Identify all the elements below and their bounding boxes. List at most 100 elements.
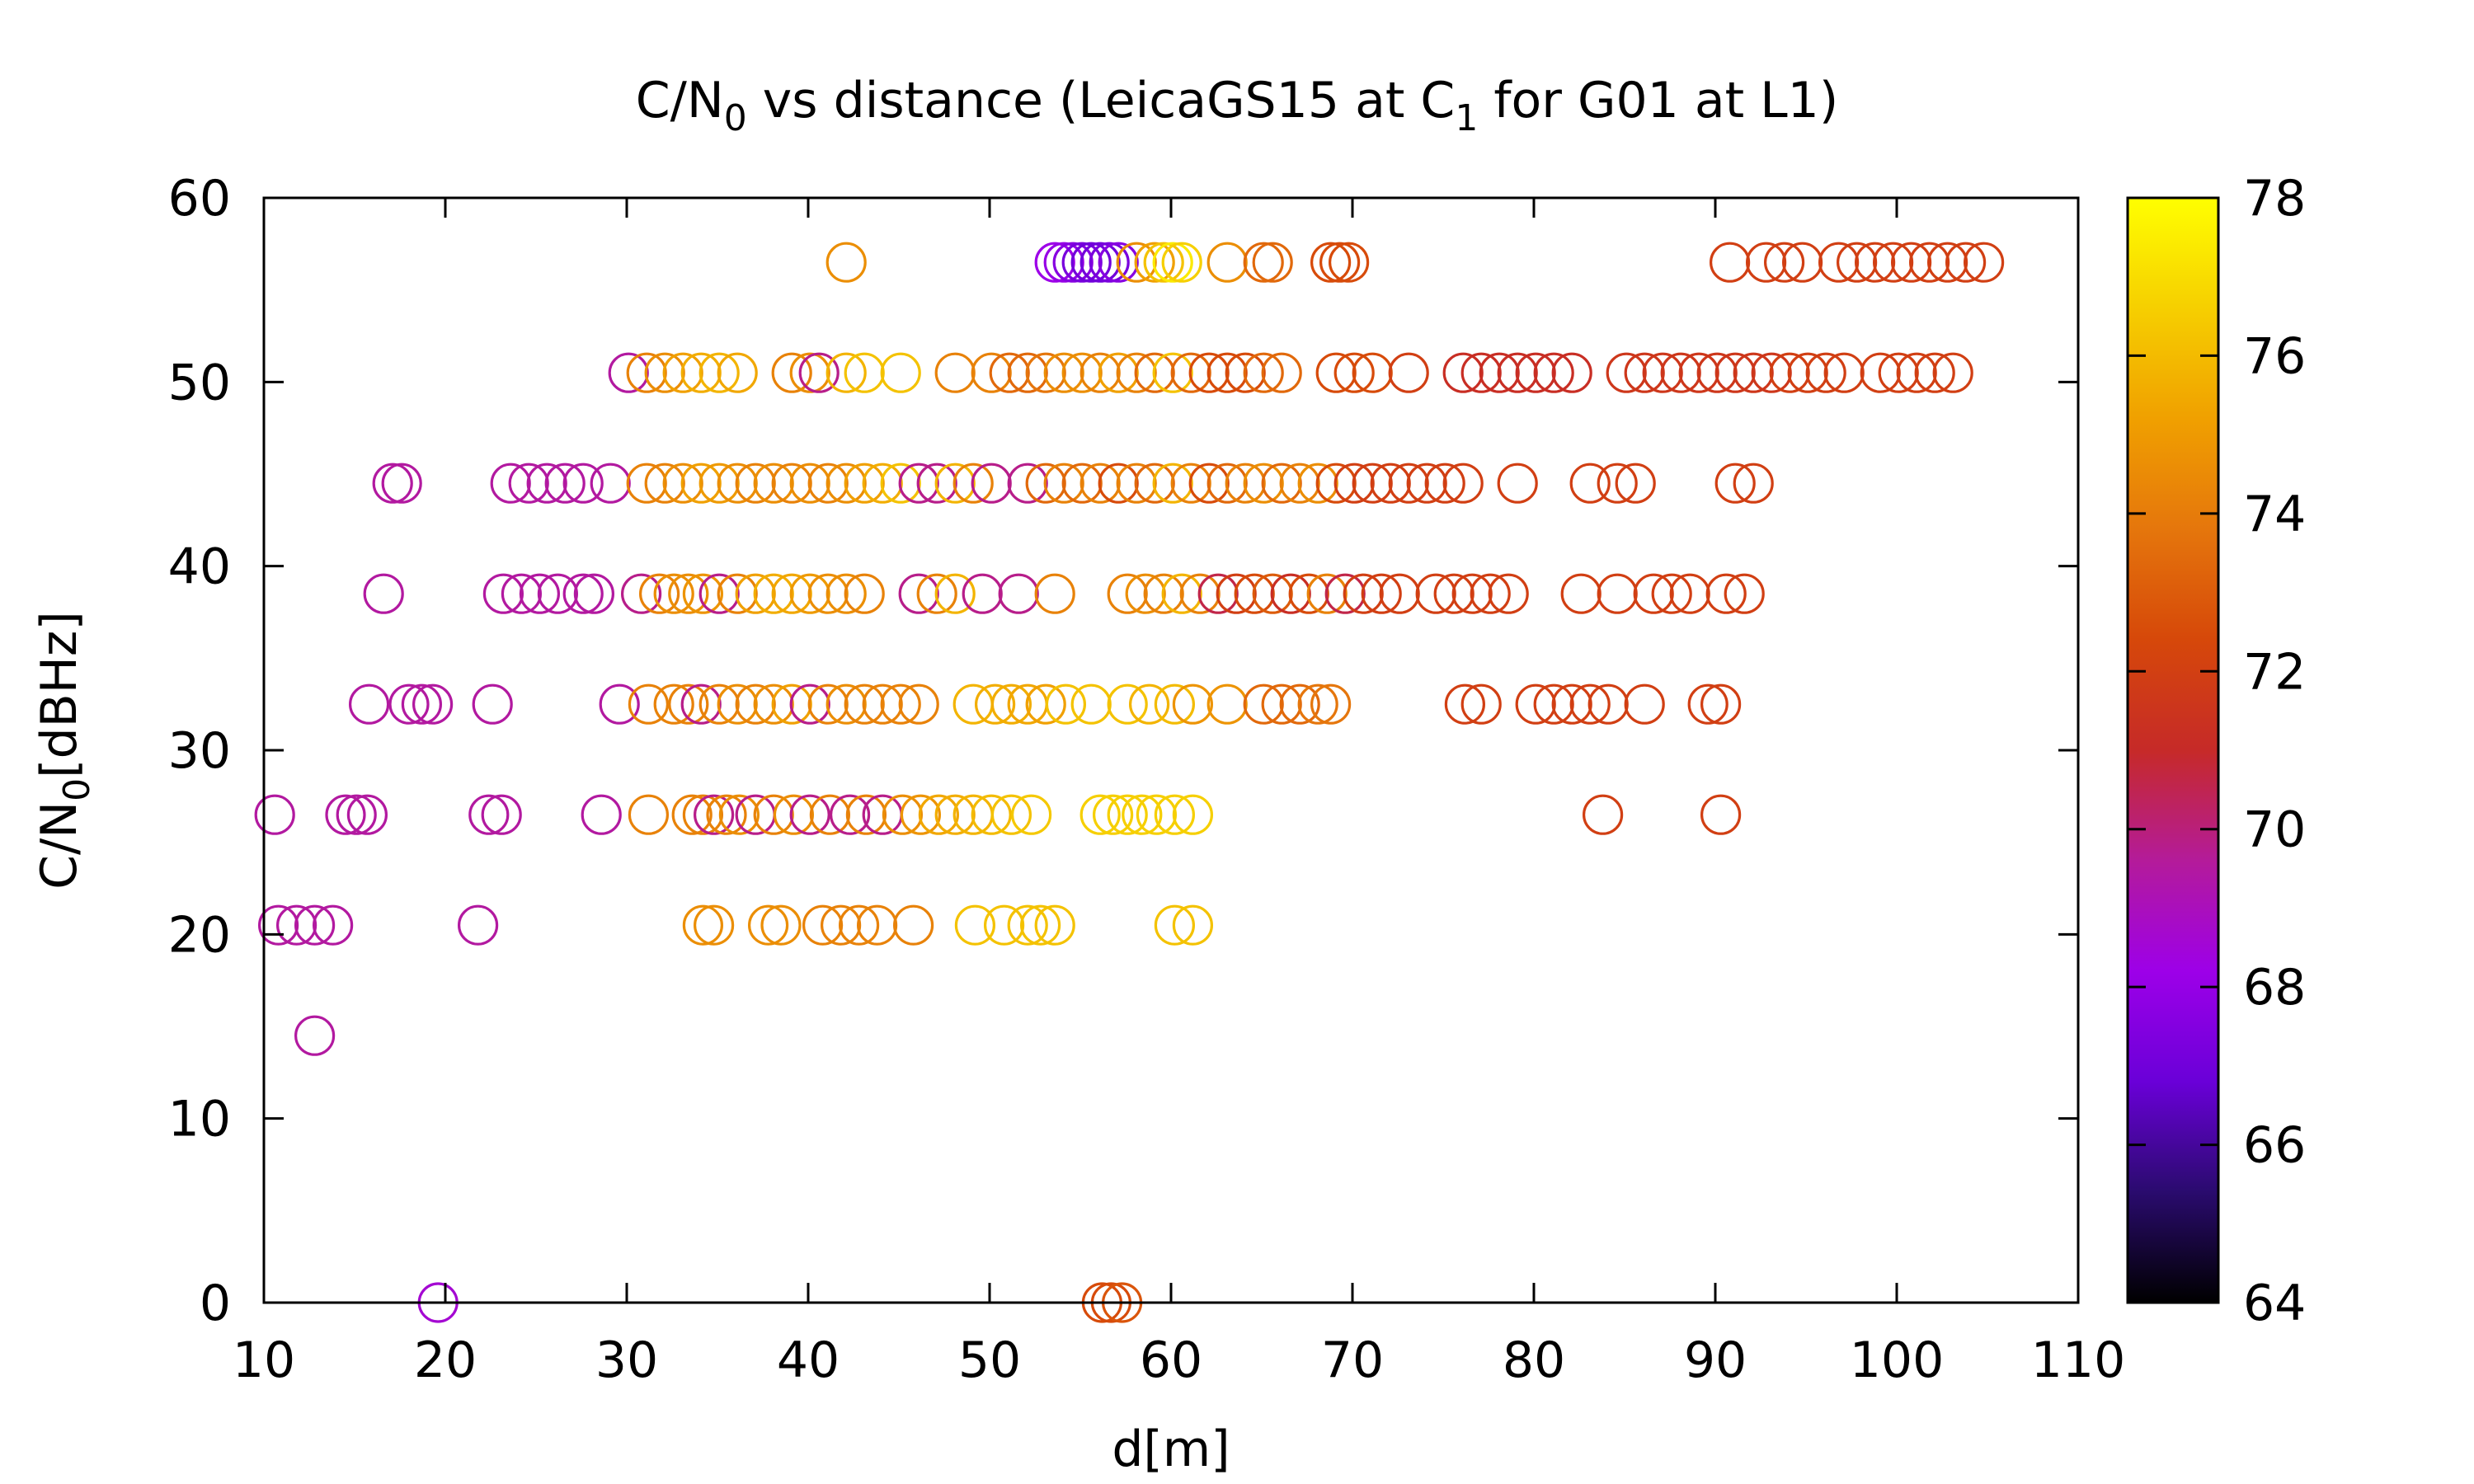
data-point — [1932, 352, 1973, 393]
data-point — [1061, 352, 1103, 393]
x-tick-label: 40 — [777, 1331, 840, 1389]
title-middle-subscript: 1 — [1455, 97, 1478, 139]
data-point — [644, 352, 685, 393]
data-point — [1805, 352, 1846, 393]
data-point — [771, 683, 812, 725]
data-point — [934, 794, 976, 835]
data-point — [668, 573, 709, 614]
data-point — [807, 573, 849, 614]
data-point — [1243, 352, 1284, 393]
data-point — [971, 352, 1012, 393]
data-point — [717, 352, 758, 393]
data-point — [1143, 573, 1184, 614]
colorbar — [2128, 198, 2218, 1303]
data-point — [1152, 352, 1193, 393]
data-point — [325, 794, 366, 835]
data-point — [882, 794, 924, 835]
data-point — [789, 352, 830, 393]
y-axis-label-unit: [dBHz] — [31, 611, 88, 778]
data-point — [798, 352, 840, 393]
data-point — [844, 463, 885, 504]
data-point — [1152, 242, 1193, 283]
data-point — [1460, 352, 1502, 393]
data-point — [381, 463, 422, 504]
data-point — [1764, 242, 1805, 283]
data-point — [760, 904, 802, 946]
data-point — [1444, 683, 1486, 725]
data-point — [1642, 352, 1683, 393]
data-point — [1551, 683, 1592, 725]
colorbar-tick-label: 74 — [2243, 486, 2306, 543]
data-point — [1855, 242, 1896, 283]
data-point — [825, 573, 867, 614]
data-point — [1034, 242, 1075, 283]
data-point — [1733, 352, 1774, 393]
data-point — [753, 683, 794, 725]
data-point — [668, 683, 709, 725]
data-point — [1134, 352, 1175, 393]
data-point — [1070, 683, 1112, 725]
data-point — [1587, 683, 1629, 725]
data-point — [807, 683, 849, 725]
data-point — [1714, 463, 1756, 504]
data-point — [599, 683, 640, 725]
data-point — [628, 683, 670, 725]
data-point — [412, 683, 454, 725]
data-point — [1170, 463, 1211, 504]
colorbar-tick-label: 64 — [2243, 1275, 2306, 1332]
data-point — [880, 352, 921, 393]
data-point — [1154, 904, 1196, 946]
data-point — [1279, 463, 1320, 504]
data-point — [954, 904, 996, 946]
data-point — [1079, 794, 1121, 835]
data-point — [1533, 352, 1574, 393]
data-point — [1125, 573, 1166, 614]
data-point — [1700, 794, 1742, 835]
data-point — [1352, 352, 1393, 393]
x-tick-label: 10 — [233, 1331, 295, 1389]
data-point — [974, 683, 1016, 725]
data-point — [1388, 352, 1429, 393]
data-point — [1406, 463, 1447, 504]
data-point — [1010, 794, 1052, 835]
data-point — [1891, 242, 1932, 283]
data-point — [372, 463, 413, 504]
data-point — [1515, 683, 1556, 725]
data-point — [626, 352, 667, 393]
data-point — [962, 573, 1003, 614]
data-point — [747, 904, 789, 946]
data-point — [1079, 352, 1121, 393]
data-point — [608, 352, 649, 393]
data-point — [638, 573, 680, 614]
data-point — [1007, 352, 1048, 393]
data-point — [1019, 904, 1061, 946]
data-point — [671, 794, 713, 835]
data-point — [1243, 683, 1284, 725]
data-point — [1964, 242, 2005, 283]
data-point — [1479, 352, 1520, 393]
data-point — [771, 352, 812, 393]
data-point — [971, 463, 1012, 504]
data-point — [735, 683, 776, 725]
data-points — [254, 242, 2005, 1323]
data-point — [789, 463, 830, 504]
data-point — [1172, 904, 1214, 946]
data-point — [1333, 463, 1375, 504]
data-point — [1188, 463, 1230, 504]
data-point — [1116, 242, 1157, 283]
data-point — [1714, 352, 1756, 393]
x-tick-label: 110 — [2031, 1331, 2126, 1389]
data-point — [1206, 463, 1248, 504]
data-point — [468, 794, 510, 835]
chart-title: C/N0 vs distance (LeicaGS15 at C1 for G0… — [636, 72, 1839, 139]
data-point — [1678, 352, 1719, 393]
data-point — [1297, 683, 1338, 725]
data-point — [276, 904, 317, 946]
data-point — [735, 573, 776, 614]
y-tick-label: 50 — [168, 354, 231, 411]
data-point — [717, 463, 758, 504]
x-tick-label: 70 — [1321, 1331, 1384, 1389]
data-point — [1696, 352, 1738, 393]
data-point — [490, 463, 531, 504]
data-point — [698, 683, 740, 725]
